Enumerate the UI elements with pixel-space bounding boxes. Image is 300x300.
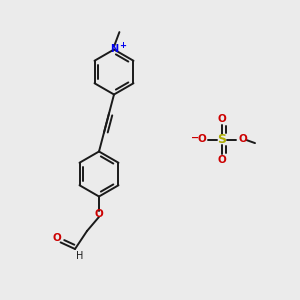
Text: O: O: [94, 209, 103, 219]
Text: S: S: [218, 133, 226, 146]
Text: +: +: [119, 41, 127, 50]
Text: N: N: [110, 44, 118, 55]
Text: −: −: [191, 133, 199, 143]
Text: O: O: [238, 134, 247, 145]
Text: O: O: [218, 114, 226, 124]
Text: H: H: [76, 250, 83, 261]
Text: O: O: [197, 134, 206, 145]
Text: O: O: [218, 155, 226, 165]
Text: O: O: [52, 233, 62, 243]
